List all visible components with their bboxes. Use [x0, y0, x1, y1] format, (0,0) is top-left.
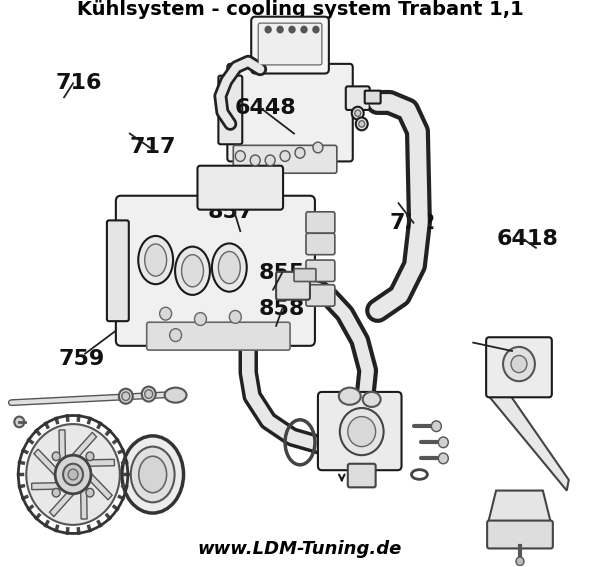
FancyBboxPatch shape — [487, 521, 553, 548]
FancyBboxPatch shape — [107, 221, 129, 321]
Circle shape — [14, 417, 24, 428]
FancyBboxPatch shape — [258, 23, 322, 65]
Text: 716: 716 — [55, 73, 101, 94]
Polygon shape — [488, 490, 551, 523]
Circle shape — [340, 408, 383, 455]
FancyBboxPatch shape — [233, 145, 337, 173]
Circle shape — [301, 26, 307, 33]
Ellipse shape — [363, 392, 380, 407]
FancyArrow shape — [83, 459, 115, 466]
Circle shape — [516, 557, 524, 566]
Circle shape — [235, 151, 245, 162]
Circle shape — [356, 117, 368, 130]
FancyArrow shape — [80, 486, 87, 519]
Circle shape — [359, 121, 365, 127]
Circle shape — [277, 26, 283, 33]
Circle shape — [265, 155, 275, 166]
Circle shape — [295, 147, 305, 158]
Ellipse shape — [138, 236, 173, 284]
Circle shape — [431, 421, 442, 431]
Circle shape — [119, 389, 133, 404]
Ellipse shape — [164, 388, 187, 403]
Circle shape — [355, 110, 361, 116]
Circle shape — [122, 392, 130, 400]
Text: 856: 856 — [485, 341, 532, 361]
Ellipse shape — [131, 447, 175, 502]
Ellipse shape — [139, 456, 167, 493]
Text: 722: 722 — [389, 213, 436, 232]
Circle shape — [170, 329, 182, 341]
Ellipse shape — [339, 388, 361, 405]
FancyArrow shape — [59, 430, 65, 463]
FancyBboxPatch shape — [147, 322, 290, 350]
Circle shape — [160, 307, 172, 320]
Circle shape — [26, 424, 120, 525]
Circle shape — [145, 390, 152, 399]
Circle shape — [52, 452, 60, 460]
FancyBboxPatch shape — [218, 75, 242, 144]
Text: Kühlsystem - cooling system Trabant 1,1: Kühlsystem - cooling system Trabant 1,1 — [77, 0, 523, 19]
FancyArrow shape — [32, 483, 62, 490]
Ellipse shape — [182, 255, 203, 287]
Polygon shape — [487, 362, 569, 490]
Circle shape — [348, 417, 376, 447]
Circle shape — [229, 311, 241, 323]
Circle shape — [265, 26, 271, 33]
FancyBboxPatch shape — [116, 196, 315, 346]
Circle shape — [313, 142, 323, 153]
FancyArrow shape — [86, 472, 112, 500]
FancyBboxPatch shape — [251, 16, 329, 74]
Circle shape — [352, 107, 364, 120]
Circle shape — [55, 455, 91, 494]
FancyBboxPatch shape — [486, 337, 552, 397]
FancyBboxPatch shape — [348, 464, 376, 488]
FancyBboxPatch shape — [306, 260, 335, 281]
FancyArrow shape — [34, 449, 60, 477]
Ellipse shape — [218, 252, 240, 284]
Circle shape — [511, 356, 527, 373]
Circle shape — [280, 151, 290, 162]
Circle shape — [439, 453, 448, 464]
Circle shape — [68, 469, 78, 480]
Text: 855: 855 — [258, 263, 304, 283]
FancyBboxPatch shape — [276, 272, 310, 300]
Text: 6418: 6418 — [497, 230, 559, 249]
Text: 857: 857 — [208, 202, 254, 222]
FancyBboxPatch shape — [227, 64, 353, 162]
Circle shape — [503, 347, 535, 381]
FancyBboxPatch shape — [306, 285, 335, 306]
Circle shape — [86, 452, 94, 460]
FancyArrow shape — [50, 488, 75, 517]
Ellipse shape — [145, 244, 167, 276]
Ellipse shape — [175, 247, 210, 295]
Text: 717: 717 — [130, 137, 176, 158]
FancyBboxPatch shape — [346, 86, 370, 110]
Text: www.LDM-Tuning.de: www.LDM-Tuning.de — [198, 540, 402, 558]
FancyBboxPatch shape — [318, 392, 401, 470]
Circle shape — [142, 387, 155, 401]
Text: 858: 858 — [258, 299, 305, 319]
Circle shape — [313, 26, 319, 33]
Ellipse shape — [122, 436, 184, 513]
Ellipse shape — [212, 243, 247, 291]
FancyBboxPatch shape — [306, 212, 335, 233]
Circle shape — [439, 437, 448, 448]
Text: 759: 759 — [58, 349, 104, 369]
Circle shape — [289, 26, 295, 33]
Circle shape — [86, 488, 94, 497]
Circle shape — [250, 155, 260, 166]
Text: 6448: 6448 — [235, 99, 296, 119]
Circle shape — [52, 488, 60, 497]
Circle shape — [194, 312, 206, 325]
FancyBboxPatch shape — [197, 166, 283, 210]
FancyBboxPatch shape — [294, 269, 316, 281]
Circle shape — [63, 464, 83, 485]
FancyArrow shape — [71, 432, 97, 460]
FancyBboxPatch shape — [365, 91, 380, 104]
FancyBboxPatch shape — [306, 233, 335, 255]
